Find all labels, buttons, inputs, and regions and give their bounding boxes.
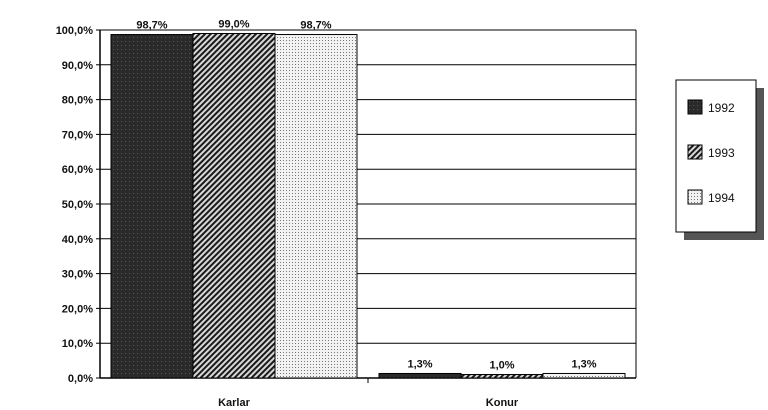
- y-tick-label: 100,0%: [56, 25, 94, 37]
- axes: 0,0% 10,0% 20,0% 30,0% 40,0% 50,0% 60,0% 70,0% 8…: [56, 25, 636, 409]
- legend-label: 1992: [708, 101, 735, 115]
- legend-swatch-1994: [687, 189, 703, 205]
- legend-swatch-1993: [687, 144, 703, 160]
- bar-1992-karlar: [110, 34, 194, 379]
- data-label: 98,7%: [300, 20, 331, 32]
- bar-1994-karlar: [274, 34, 358, 379]
- data-label: 99,0%: [218, 18, 249, 30]
- y-tick-label: 30,0%: [62, 269, 93, 281]
- legend-swatch-1992: [687, 99, 703, 115]
- y-tick-label: 50,0%: [62, 199, 93, 211]
- data-label: 1,3%: [407, 358, 432, 370]
- y-tick-label: 60,0%: [62, 164, 93, 176]
- bar-1993-konur: [460, 374, 544, 379]
- x-category-label: Karlar: [218, 397, 251, 409]
- y-tick-label: 70,0%: [62, 129, 93, 141]
- legend: 1992 1993 1994: [675, 79, 764, 240]
- bar-1994-konur: [542, 372, 626, 379]
- y-tick-label: 40,0%: [62, 234, 93, 246]
- y-tick-label: 20,0%: [62, 303, 93, 315]
- y-tick-label: 10,0%: [62, 338, 93, 350]
- data-label: 1,3%: [571, 358, 596, 370]
- y-tick-label: 0,0%: [68, 373, 93, 385]
- bars: [110, 32, 626, 379]
- data-labels: 98,7% 99,0% 98,7% 1,3% 1,0% 1,3%: [136, 18, 596, 371]
- legend-label: 1993: [708, 146, 735, 160]
- data-label: 98,7%: [136, 20, 167, 32]
- legend-label: 1994: [708, 191, 735, 205]
- bar-1993-karlar: [192, 32, 276, 379]
- data-label: 1,0%: [489, 360, 514, 372]
- y-tick-label: 80,0%: [62, 95, 93, 107]
- y-tick-label: 90,0%: [62, 60, 93, 72]
- bar-1992-konur: [378, 372, 462, 379]
- x-category-label: Konur: [486, 397, 519, 409]
